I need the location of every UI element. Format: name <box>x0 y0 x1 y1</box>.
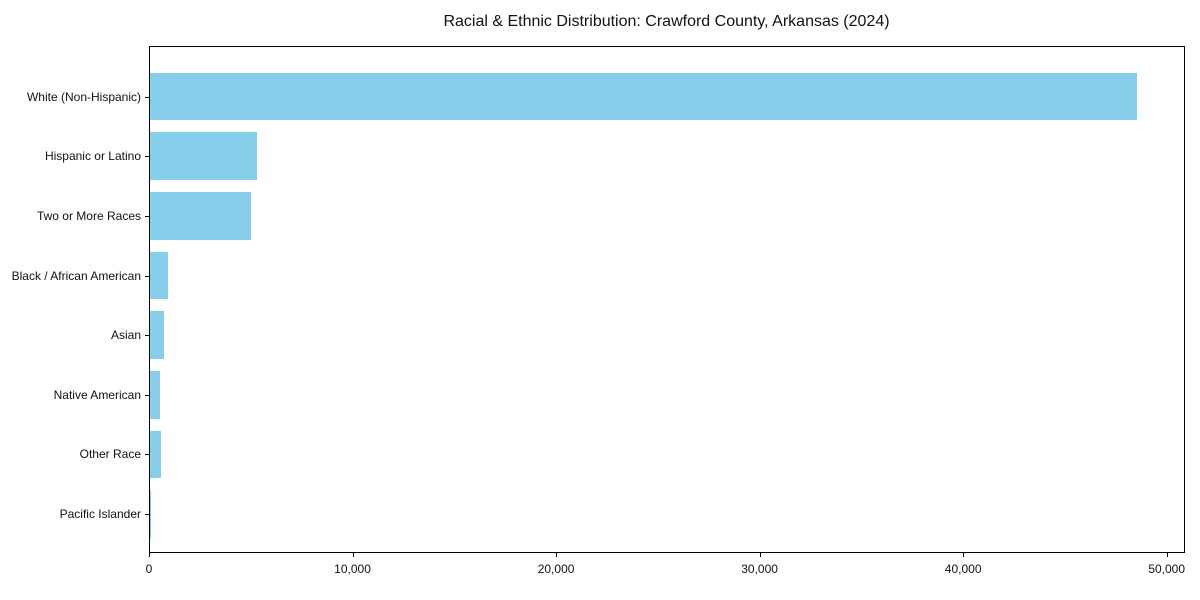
x-axis-tick <box>963 553 965 557</box>
x-axis-tick <box>352 553 354 557</box>
y-axis-label: Asian <box>110 328 141 343</box>
bar <box>150 490 152 538</box>
y-axis-tick <box>145 275 149 277</box>
y-axis-tick <box>145 454 149 456</box>
y-axis-label: Native American <box>53 387 141 402</box>
bar <box>150 311 165 359</box>
x-axis-tick-label: 20,000 <box>537 562 575 576</box>
bar <box>150 370 160 419</box>
y-axis-label: Other Race <box>79 447 141 462</box>
bar <box>150 430 161 479</box>
bar <box>150 132 257 181</box>
x-axis-tick <box>149 553 150 557</box>
y-axis-tick <box>145 514 149 516</box>
y-axis-label: White (Non-Hispanic) <box>26 89 141 104</box>
y-axis-tick <box>145 96 149 98</box>
y-axis-label: Black / African American <box>11 268 141 283</box>
bar <box>150 251 168 300</box>
x-axis-tick-label: 40,000 <box>944 562 982 576</box>
y-axis-label: Two or More Races <box>36 208 141 223</box>
plot-area <box>149 46 1185 553</box>
y-axis-tick <box>145 335 149 337</box>
y-axis-tick <box>145 215 149 217</box>
y-axis-tick <box>145 156 149 158</box>
x-axis-tick-label: 30,000 <box>741 562 778 576</box>
y-axis-label: Hispanic or Latino <box>44 149 141 164</box>
y-axis-label: Pacific Islander <box>59 507 141 522</box>
x-axis-tick <box>1166 553 1168 557</box>
x-axis-tick-label: 10,000 <box>334 562 371 576</box>
x-axis-tick-label: 50,000 <box>1148 562 1186 576</box>
bar <box>150 192 251 240</box>
chart-title: Racial & Ethnic Distribution: Crawford C… <box>443 13 890 30</box>
x-axis-tick-label: 0 <box>145 562 153 576</box>
y-axis-tick <box>145 394 149 396</box>
bar <box>150 72 1138 121</box>
x-axis-tick <box>759 553 761 557</box>
x-axis-tick <box>556 553 558 557</box>
